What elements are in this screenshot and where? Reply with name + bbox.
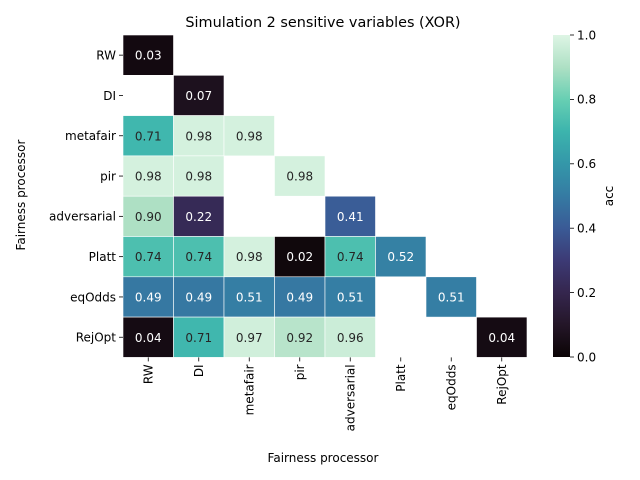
heatmap-cell xyxy=(122,115,174,157)
colorbar-tick-label: 0.8 xyxy=(577,93,596,107)
cell-value-label: 0.49 xyxy=(286,290,313,304)
colorbar-tick-label: 1.0 xyxy=(577,28,596,42)
colorbar-ticks: 0.0 0.2 0.4 0.6 0.8 1.0 xyxy=(570,28,596,364)
heatmap-cell xyxy=(122,236,174,278)
heatmap-cell xyxy=(173,115,225,157)
cell-value-label: 0.98 xyxy=(236,250,263,264)
cell-value-label: 0.04 xyxy=(488,331,515,345)
heatmap-cell xyxy=(173,195,225,237)
x-tick-label: pir xyxy=(293,364,307,380)
heatmap-cell xyxy=(223,276,275,318)
cell-value-label: 0.74 xyxy=(337,250,364,264)
x-tick-label: RejOpt xyxy=(495,364,509,405)
y-tick-label: Platt xyxy=(89,250,117,264)
y-tick-label: RW xyxy=(96,48,116,62)
heatmap-cell xyxy=(324,276,376,318)
cell-value-label: 0.51 xyxy=(337,290,364,304)
cell-value-label: 0.51 xyxy=(438,290,465,304)
y-tick-label: eqOdds xyxy=(70,290,116,304)
cell-value-label: 0.07 xyxy=(185,89,212,103)
heatmap-cell xyxy=(173,276,225,318)
y-tick-label: metafair xyxy=(65,129,116,143)
cell-value-label: 0.71 xyxy=(135,129,162,143)
colorbar-tick-label: 0.4 xyxy=(577,222,596,236)
x-tick-label: Platt xyxy=(394,364,408,392)
colorbar-tick-label: 0.2 xyxy=(577,286,596,300)
cell-value-label: 0.04 xyxy=(135,331,162,345)
x-tick-label: DI xyxy=(192,364,206,377)
cell-value-label: 0.74 xyxy=(185,250,212,264)
cell-value-label: 0.98 xyxy=(135,170,162,184)
cell-value-label: 0.96 xyxy=(337,331,364,345)
y-tick-label: adversarial xyxy=(49,210,116,224)
colorbar-label: acc xyxy=(602,186,616,207)
heatmap-cell xyxy=(425,276,477,318)
x-tick-label: metafair xyxy=(243,364,257,415)
cell-value-label: 0.49 xyxy=(185,290,212,304)
heatmap-cell xyxy=(476,316,528,358)
cell-value-label: 0.41 xyxy=(337,210,364,224)
y-tick-label: DI xyxy=(103,89,116,103)
y-tick-label: RejOpt xyxy=(76,331,117,345)
heatmap-cell xyxy=(324,236,376,278)
y-axis-ticks: RW DI metafair pir adversarial Platt eqOdds Rej… xyxy=(49,48,123,345)
heatmap-cell xyxy=(173,75,225,116)
colorbar-tick-label: 0.6 xyxy=(577,157,596,171)
colorbar xyxy=(553,35,570,357)
cell-value-label: 0.71 xyxy=(185,331,212,345)
cell-value-label: 0.74 xyxy=(135,250,162,264)
x-axis-label: Fairness processor xyxy=(268,451,379,465)
cell-value-label: 0.98 xyxy=(185,129,212,143)
x-tick-label: adversarial xyxy=(344,364,358,431)
heatmap-cell xyxy=(173,316,225,358)
colorbar-tick-label: 0.0 xyxy=(577,350,596,364)
heatmap-cell xyxy=(122,34,174,76)
heatmap-cell xyxy=(223,115,275,157)
heatmap-cell xyxy=(223,236,275,278)
heatmap-cell xyxy=(173,236,225,278)
cell-value-label: 0.98 xyxy=(236,129,263,143)
heatmap-cell xyxy=(122,155,174,197)
cell-value-label: 0.90 xyxy=(135,210,162,224)
heatmap-cell xyxy=(375,236,427,278)
cell-value-label: 0.22 xyxy=(185,210,212,224)
x-tick-label: RW xyxy=(142,364,156,384)
cell-value-label: 0.51 xyxy=(236,290,263,304)
cell-value-label: 0.03 xyxy=(135,49,162,63)
heatmap-cell xyxy=(274,276,326,318)
heatmap-cell xyxy=(274,316,326,358)
x-tick-label: eqOdds xyxy=(445,364,459,410)
cell-value-label: 0.98 xyxy=(185,170,212,184)
y-tick-label: pir xyxy=(100,169,116,183)
heatmap-cell xyxy=(324,316,376,358)
heatmap-cells: 0.03 0.07 0.71 0.98 0.98 0.98 0.98 0.98 0.90 0.22… xyxy=(122,34,528,358)
cell-value-label: 0.92 xyxy=(286,331,313,345)
cell-value-label: 0.52 xyxy=(387,250,414,264)
cell-value-label: 0.02 xyxy=(286,250,313,264)
heatmap-cell xyxy=(324,195,376,237)
x-axis-ticks: RW DI metafair pir adversarial Platt eqOdds Rej… xyxy=(142,357,509,431)
chart-title: Simulation 2 sensitive variables (XOR) xyxy=(185,15,460,31)
cell-value-label: 0.49 xyxy=(135,290,162,304)
heatmap-cell xyxy=(274,155,326,197)
cell-value-label: 0.97 xyxy=(236,331,263,345)
cell-value-label: 0.98 xyxy=(286,170,313,184)
y-axis-label: Fairness processor xyxy=(14,139,28,250)
